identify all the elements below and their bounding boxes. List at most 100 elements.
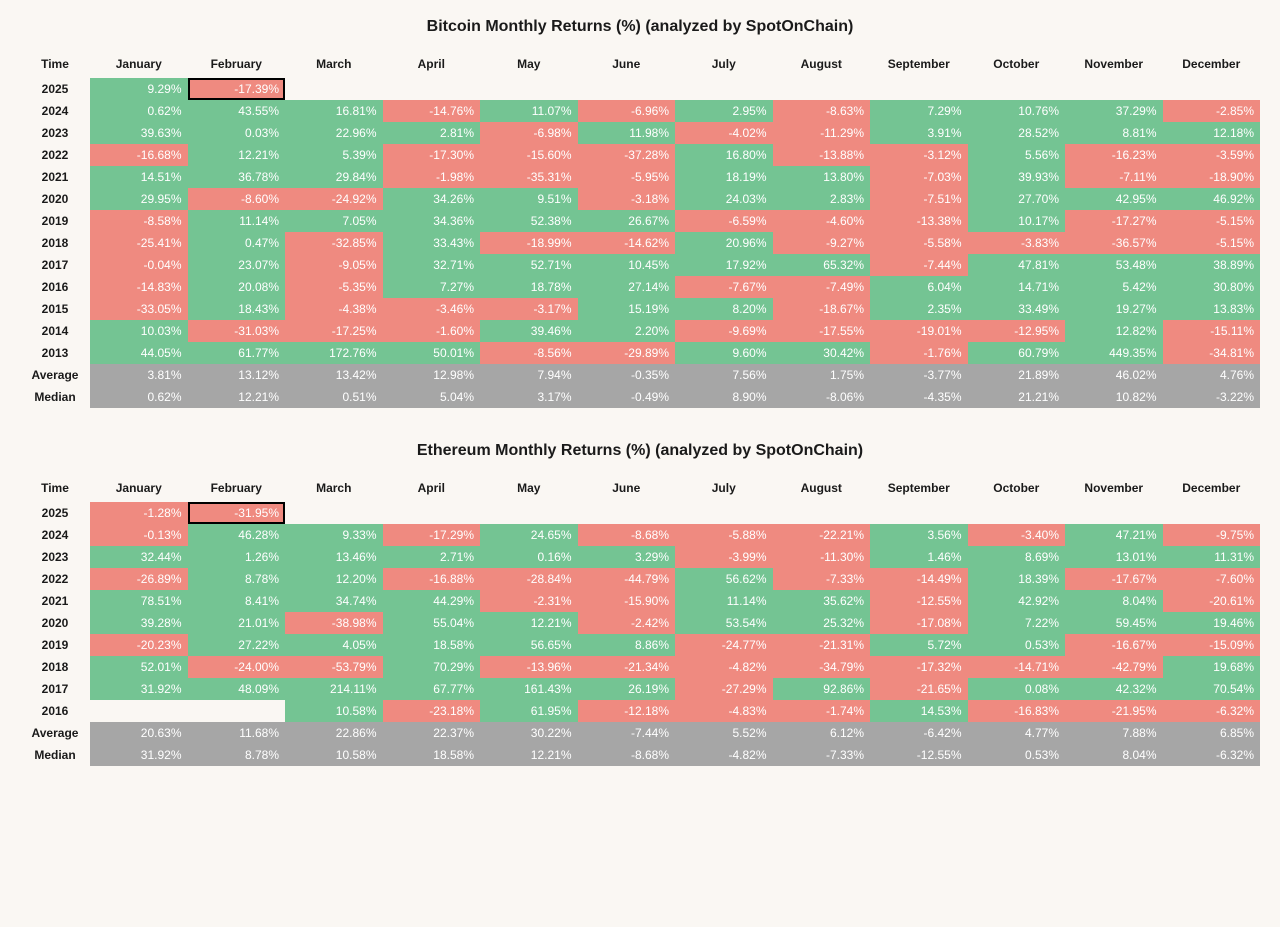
return-cell: 17.92% [675,254,773,276]
return-cell: 9.51% [480,188,578,210]
return-cell: 8.20% [675,298,773,320]
return-cell: -12.55% [870,744,968,766]
return-cell: -15.09% [1163,634,1261,656]
return-cell: -21.34% [578,656,676,678]
return-cell [968,502,1066,524]
return-cell: -24.00% [188,656,286,678]
return-cell: -1.98% [383,166,481,188]
return-cell: -0.35% [578,364,676,386]
return-cell: 214.11% [285,678,383,700]
return-cell [773,78,871,100]
return-cell: -3.18% [578,188,676,210]
return-cell: -34.79% [773,656,871,678]
return-cell: -4.82% [675,744,773,766]
return-cell: 13.42% [285,364,383,386]
return-cell: 29.84% [285,166,383,188]
month-column-header: March [285,50,383,78]
return-cell: -7.49% [773,276,871,298]
return-cell: 39.63% [90,122,188,144]
return-cell [383,78,481,100]
return-cell: 78.51% [90,590,188,612]
return-cell: -9.05% [285,254,383,276]
return-cell: 7.27% [383,276,481,298]
return-cell [1163,502,1261,524]
return-cell: -42.79% [1065,656,1163,678]
return-cell: 4.05% [285,634,383,656]
return-cell: -36.57% [1065,232,1163,254]
return-cell: -7.60% [1163,568,1261,590]
return-cell: -21.95% [1065,700,1163,722]
return-cell: -23.18% [383,700,481,722]
return-cell: -1.28% [90,502,188,524]
return-cell: -7.44% [578,722,676,744]
return-cell: -3.22% [1163,386,1261,408]
return-cell: 449.35% [1065,342,1163,364]
return-cell: 18.39% [968,568,1066,590]
return-cell: 34.26% [383,188,481,210]
return-cell: -20.23% [90,634,188,656]
row-label: 2023 [20,122,90,144]
return-cell: 11.31% [1163,546,1261,568]
return-cell: 1.26% [188,546,286,568]
table-row: 2019-20.23%27.22%4.05%18.58%56.65%8.86%-… [20,634,1260,656]
return-cell: 12.21% [188,386,286,408]
return-cell: -3.17% [480,298,578,320]
return-cell: 61.95% [480,700,578,722]
month-column-header: July [675,474,773,502]
return-cell: 8.69% [968,546,1066,568]
return-cell: -15.11% [1163,320,1261,342]
return-cell: 10.03% [90,320,188,342]
return-cell: 14.51% [90,166,188,188]
return-cell: -38.98% [285,612,383,634]
return-cell: -44.79% [578,568,676,590]
return-cell: -1.60% [383,320,481,342]
table-row: 2015-33.05%18.43%-4.38%-3.46%-3.17%15.19… [20,298,1260,320]
return-cell: -12.18% [578,700,676,722]
return-cell: 18.43% [188,298,286,320]
row-label: 2015 [20,298,90,320]
return-cell: -3.46% [383,298,481,320]
return-cell: 2.35% [870,298,968,320]
return-cell: -32.85% [285,232,383,254]
return-cell: 7.94% [480,364,578,386]
return-cell: 26.67% [578,210,676,232]
return-cell: 19.68% [1163,656,1261,678]
return-cell: -13.88% [773,144,871,166]
return-cell: 44.29% [383,590,481,612]
return-cell: 8.04% [1065,590,1163,612]
return-cell: 3.17% [480,386,578,408]
return-cell: 6.12% [773,722,871,744]
row-label: 2018 [20,656,90,678]
return-cell: 2.81% [383,122,481,144]
return-cell: 42.32% [1065,678,1163,700]
return-cell: -7.33% [773,744,871,766]
return-cell: 33.43% [383,232,481,254]
return-cell: -34.81% [1163,342,1261,364]
return-cell: 30.42% [773,342,871,364]
return-cell: 4.76% [1163,364,1261,386]
return-cell: 47.21% [1065,524,1163,546]
return-cell: 15.19% [578,298,676,320]
return-cell: 0.62% [90,100,188,122]
return-cell: 5.72% [870,634,968,656]
return-cell: -19.01% [870,320,968,342]
table-row: 202029.95%-8.60%-24.92%34.26%9.51%-3.18%… [20,188,1260,210]
ethereum-returns-table: Ethereum Monthly Returns (%) (analyzed b… [20,442,1260,766]
return-cell: 52.38% [480,210,578,232]
return-cell: 19.46% [1163,612,1261,634]
return-cell: -21.31% [773,634,871,656]
return-cell: 24.65% [480,524,578,546]
return-cell: 10.58% [285,700,383,722]
return-cell: 20.63% [90,722,188,744]
return-cell: 27.70% [968,188,1066,210]
return-cell: -9.69% [675,320,773,342]
return-cell: 13.01% [1065,546,1163,568]
month-column-header: December [1163,50,1261,78]
return-cell: -2.85% [1163,100,1261,122]
return-cell: 8.78% [188,568,286,590]
row-label: 2020 [20,188,90,210]
return-cell: 26.19% [578,678,676,700]
return-cell [285,502,383,524]
return-cell: 18.19% [675,166,773,188]
row-label: 2019 [20,210,90,232]
